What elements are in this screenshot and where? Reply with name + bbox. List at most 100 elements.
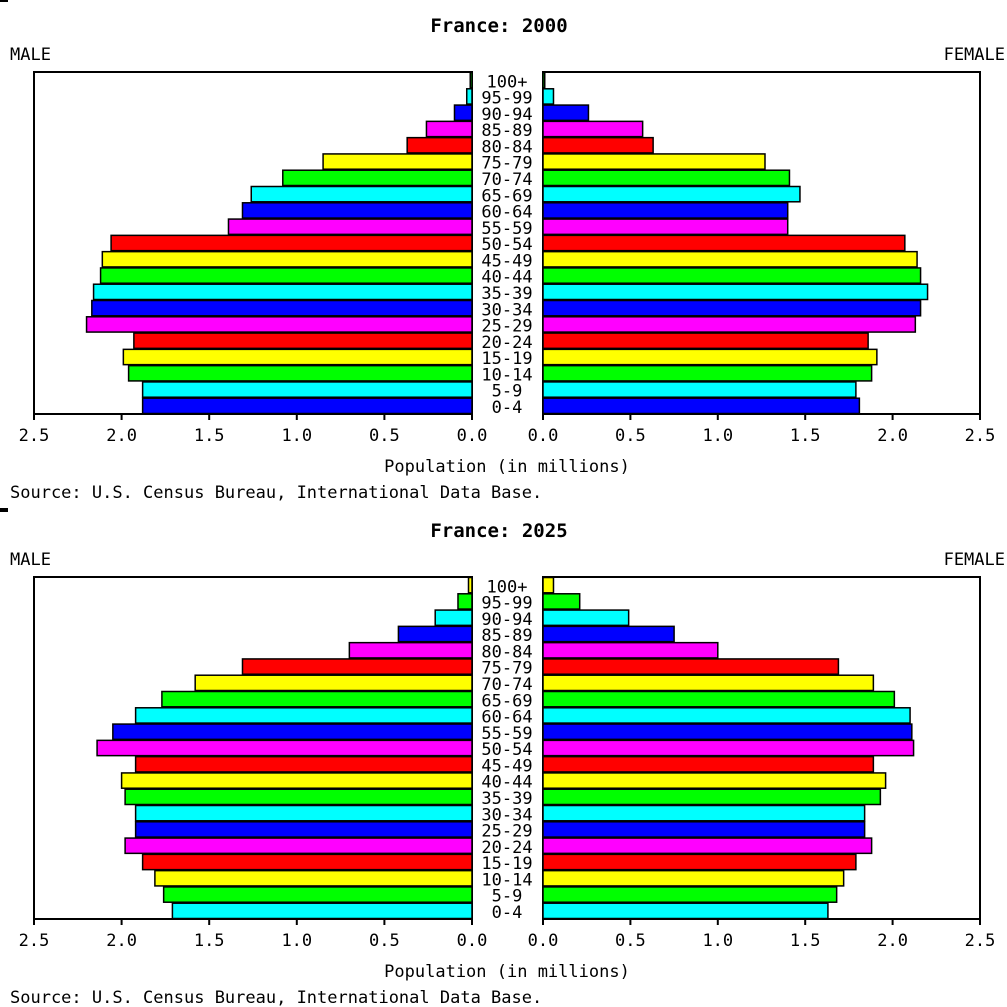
age-label-50-54: 50-54: [481, 235, 532, 255]
age-label-45-49: 45-49: [481, 251, 532, 271]
female-label: FEMALE: [944, 550, 1005, 570]
male-tick-label-2: 1.5: [194, 426, 225, 446]
age-label-70-74: 70-74: [481, 675, 532, 695]
age-label-55-59: 55-59: [481, 724, 532, 744]
female-tick-label-1: 0.5: [615, 931, 646, 951]
age-label-0-4: 0-4: [492, 398, 523, 418]
male-bar-50-54: [96, 739, 473, 757]
age-label-90-94: 90-94: [481, 610, 532, 630]
age-label-25-29: 25-29: [481, 822, 532, 842]
female-bar-85-89: [542, 625, 675, 643]
age-label-60-64: 60-64: [481, 203, 532, 223]
age-label-30-34: 30-34: [481, 805, 532, 825]
age-label-90-94: 90-94: [481, 105, 532, 125]
female-bar-25-29: [542, 821, 866, 838]
male-bar-20-24: [124, 837, 473, 855]
male-bar-45-49: [134, 755, 473, 773]
male-bar-25-29: [85, 316, 473, 333]
age-label-30-34: 30-34: [481, 300, 532, 320]
male-bar-55-59: [112, 723, 473, 741]
age-label-15-19: 15-19: [481, 349, 532, 369]
female-bar-35-39: [542, 283, 929, 301]
female-tick-label-5: 2.5: [965, 931, 996, 951]
female-bar-90-94: [542, 104, 590, 122]
female-bar-45-49: [542, 755, 875, 773]
female-bar-45-49: [542, 250, 918, 268]
female-bar-20-24: [542, 332, 869, 350]
male-bar-30-34: [91, 299, 473, 317]
male-bar-100+: [467, 576, 473, 594]
age-label-50-54: 50-54: [481, 740, 532, 760]
age-label-40-44: 40-44: [481, 268, 532, 288]
age-label-10-14: 10-14: [481, 365, 532, 385]
age-label-80-84: 80-84: [481, 137, 532, 157]
age-label-5-9: 5-9: [492, 887, 523, 907]
male-bar-10-14: [154, 869, 473, 887]
male-tick-label-4: 0.5: [369, 931, 400, 951]
age-label-65-69: 65-69: [481, 186, 532, 206]
age-label-15-19: 15-19: [481, 854, 532, 874]
male-bar-30-34: [134, 804, 473, 822]
male-tick-label-5: 0.0: [457, 426, 488, 446]
female-bar-25-29: [542, 316, 917, 333]
male-bar-100+: [469, 71, 473, 89]
age-label-75-79: 75-79: [481, 154, 532, 174]
source-note: Source: U.S. Census Bureau, Internationa…: [10, 483, 542, 502]
female-bar-60-64: [542, 202, 789, 219]
female-bar-95-99: [542, 593, 581, 610]
female-bar-80-84: [542, 641, 719, 659]
male-bar-95-99: [465, 88, 473, 105]
female-bar-65-69: [542, 690, 896, 708]
female-tick-label-0: 0.0: [528, 426, 559, 446]
age-label-75-79: 75-79: [481, 659, 532, 679]
male-bar-45-49: [101, 250, 473, 268]
age-label-100+: 100+: [487, 577, 528, 597]
male-bar-35-39: [92, 283, 473, 301]
age-label-25-29: 25-29: [481, 317, 532, 337]
female-label: FEMALE: [944, 45, 1005, 65]
age-label-35-39: 35-39: [481, 284, 532, 304]
male-bar-15-19: [141, 853, 473, 871]
male-bar-75-79: [322, 153, 473, 170]
male-bar-80-84: [348, 641, 473, 659]
female-bar-10-14: [542, 364, 873, 382]
male-bar-70-74: [282, 169, 473, 187]
female-tick-label-4: 2.0: [877, 931, 908, 951]
female-bar-40-44: [542, 267, 922, 284]
male-tick-label-0: 2.5: [19, 426, 50, 446]
female-tick-label-3: 1.5: [790, 426, 821, 446]
male-bar-70-74: [194, 674, 473, 692]
female-bar-60-64: [542, 707, 911, 724]
female-tick-label-2: 1.0: [702, 931, 733, 951]
female-tick-label-4: 2.0: [877, 426, 908, 446]
female-bar-75-79: [542, 153, 766, 170]
male-bar-55-59: [227, 218, 473, 236]
female-bar-65-69: [542, 185, 801, 203]
age-label-80-84: 80-84: [481, 642, 532, 662]
age-label-100+: 100+: [487, 72, 528, 92]
male-bar-0-4: [141, 397, 473, 415]
male-tick-label-2: 1.5: [194, 931, 225, 951]
age-label-60-64: 60-64: [481, 708, 532, 728]
male-bar-10-14: [127, 364, 473, 382]
male-tick-label-1: 2.0: [106, 426, 137, 446]
female-bar-5-9: [542, 886, 838, 903]
male-bar-95-99: [457, 593, 473, 610]
male-tick-label-4: 0.5: [369, 426, 400, 446]
male-tick-label-3: 1.0: [281, 931, 312, 951]
female-bar-0-4: [542, 902, 829, 920]
male-bar-5-9: [162, 886, 473, 903]
chart-title: France: 2000: [430, 15, 567, 37]
age-label-5-9: 5-9: [492, 382, 523, 402]
male-bar-60-64: [134, 707, 473, 724]
male-bar-25-29: [134, 821, 473, 838]
male-bar-65-69: [250, 185, 473, 203]
male-bar-35-39: [124, 788, 473, 806]
chart-title: France: 2025: [430, 520, 567, 542]
age-label-20-24: 20-24: [481, 838, 532, 858]
female-tick-label-3: 1.5: [790, 931, 821, 951]
female-bar-55-59: [542, 723, 913, 741]
male-bar-40-44: [120, 772, 473, 789]
female-bar-95-99: [542, 88, 555, 105]
age-label-85-89: 85-89: [481, 121, 532, 141]
